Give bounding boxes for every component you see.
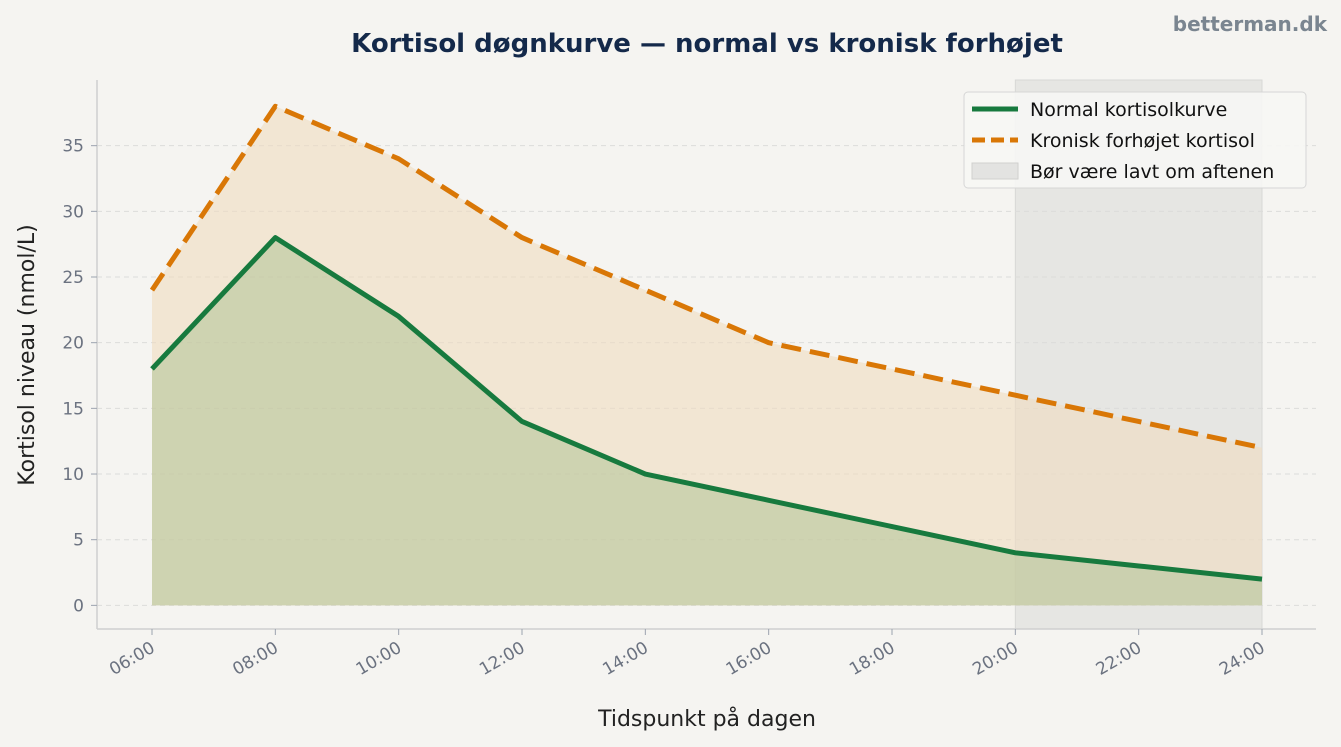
y-tick-label: 35 [62,137,84,157]
y-axis-ticks: 0 5 10 15 20 25 30 35 [62,137,97,616]
legend-label: Bør være lavt om aftenen [1030,161,1274,183]
x-axis-label: Tidspunkt på dagen [597,706,816,732]
x-tick-label: 24:00 [1216,638,1268,680]
x-tick-label: 06:00 [106,638,158,680]
series-line-elevated [149,103,1263,451]
x-tick-label: 20:00 [969,638,1021,680]
y-tick-label: 20 [62,334,84,354]
y-axis-label: Kortisol niveau (nmol/L) [15,224,40,485]
y-tick-label: 5 [73,531,84,551]
chart-title: Kortisol døgnkurve — normal vs kronisk f… [351,29,1063,59]
y-tick-label: 30 [62,202,84,222]
axes [96,80,1316,630]
y-tick-label: 10 [62,465,84,485]
x-axis-ticks: 06:00 08:00 10:00 12:00 14:00 16:00 18:00 20:00… [106,629,1269,680]
legend-label: Normal kortisolkurve [1030,99,1227,121]
legend-label: Kronisk forhøjet kortisol [1030,130,1255,152]
y-tick-label: 0 [73,596,84,616]
legend-box [963,91,1307,189]
x-tick-label: 16:00 [723,638,775,680]
y-tick-label: 25 [62,268,84,288]
legend: Normal kortisolkurve Kronisk forhøjet kor… [963,91,1307,189]
area-fills [152,106,1262,606]
x-tick-label: 18:00 [846,638,898,680]
watermark: betterman.dk [1172,12,1327,36]
x-tick-label: 10:00 [353,638,405,680]
area-fill-normal [152,237,1262,606]
series-lines [149,103,1263,582]
x-tick-label: 12:00 [476,638,528,680]
y-tick-label: 15 [62,399,84,419]
legend-swatch-evening [971,162,1019,180]
x-tick-label: 14:00 [599,638,651,680]
x-tick-label: 08:00 [229,638,281,680]
series-line-normal [150,235,1263,582]
x-tick-label: 22:00 [1093,638,1145,680]
